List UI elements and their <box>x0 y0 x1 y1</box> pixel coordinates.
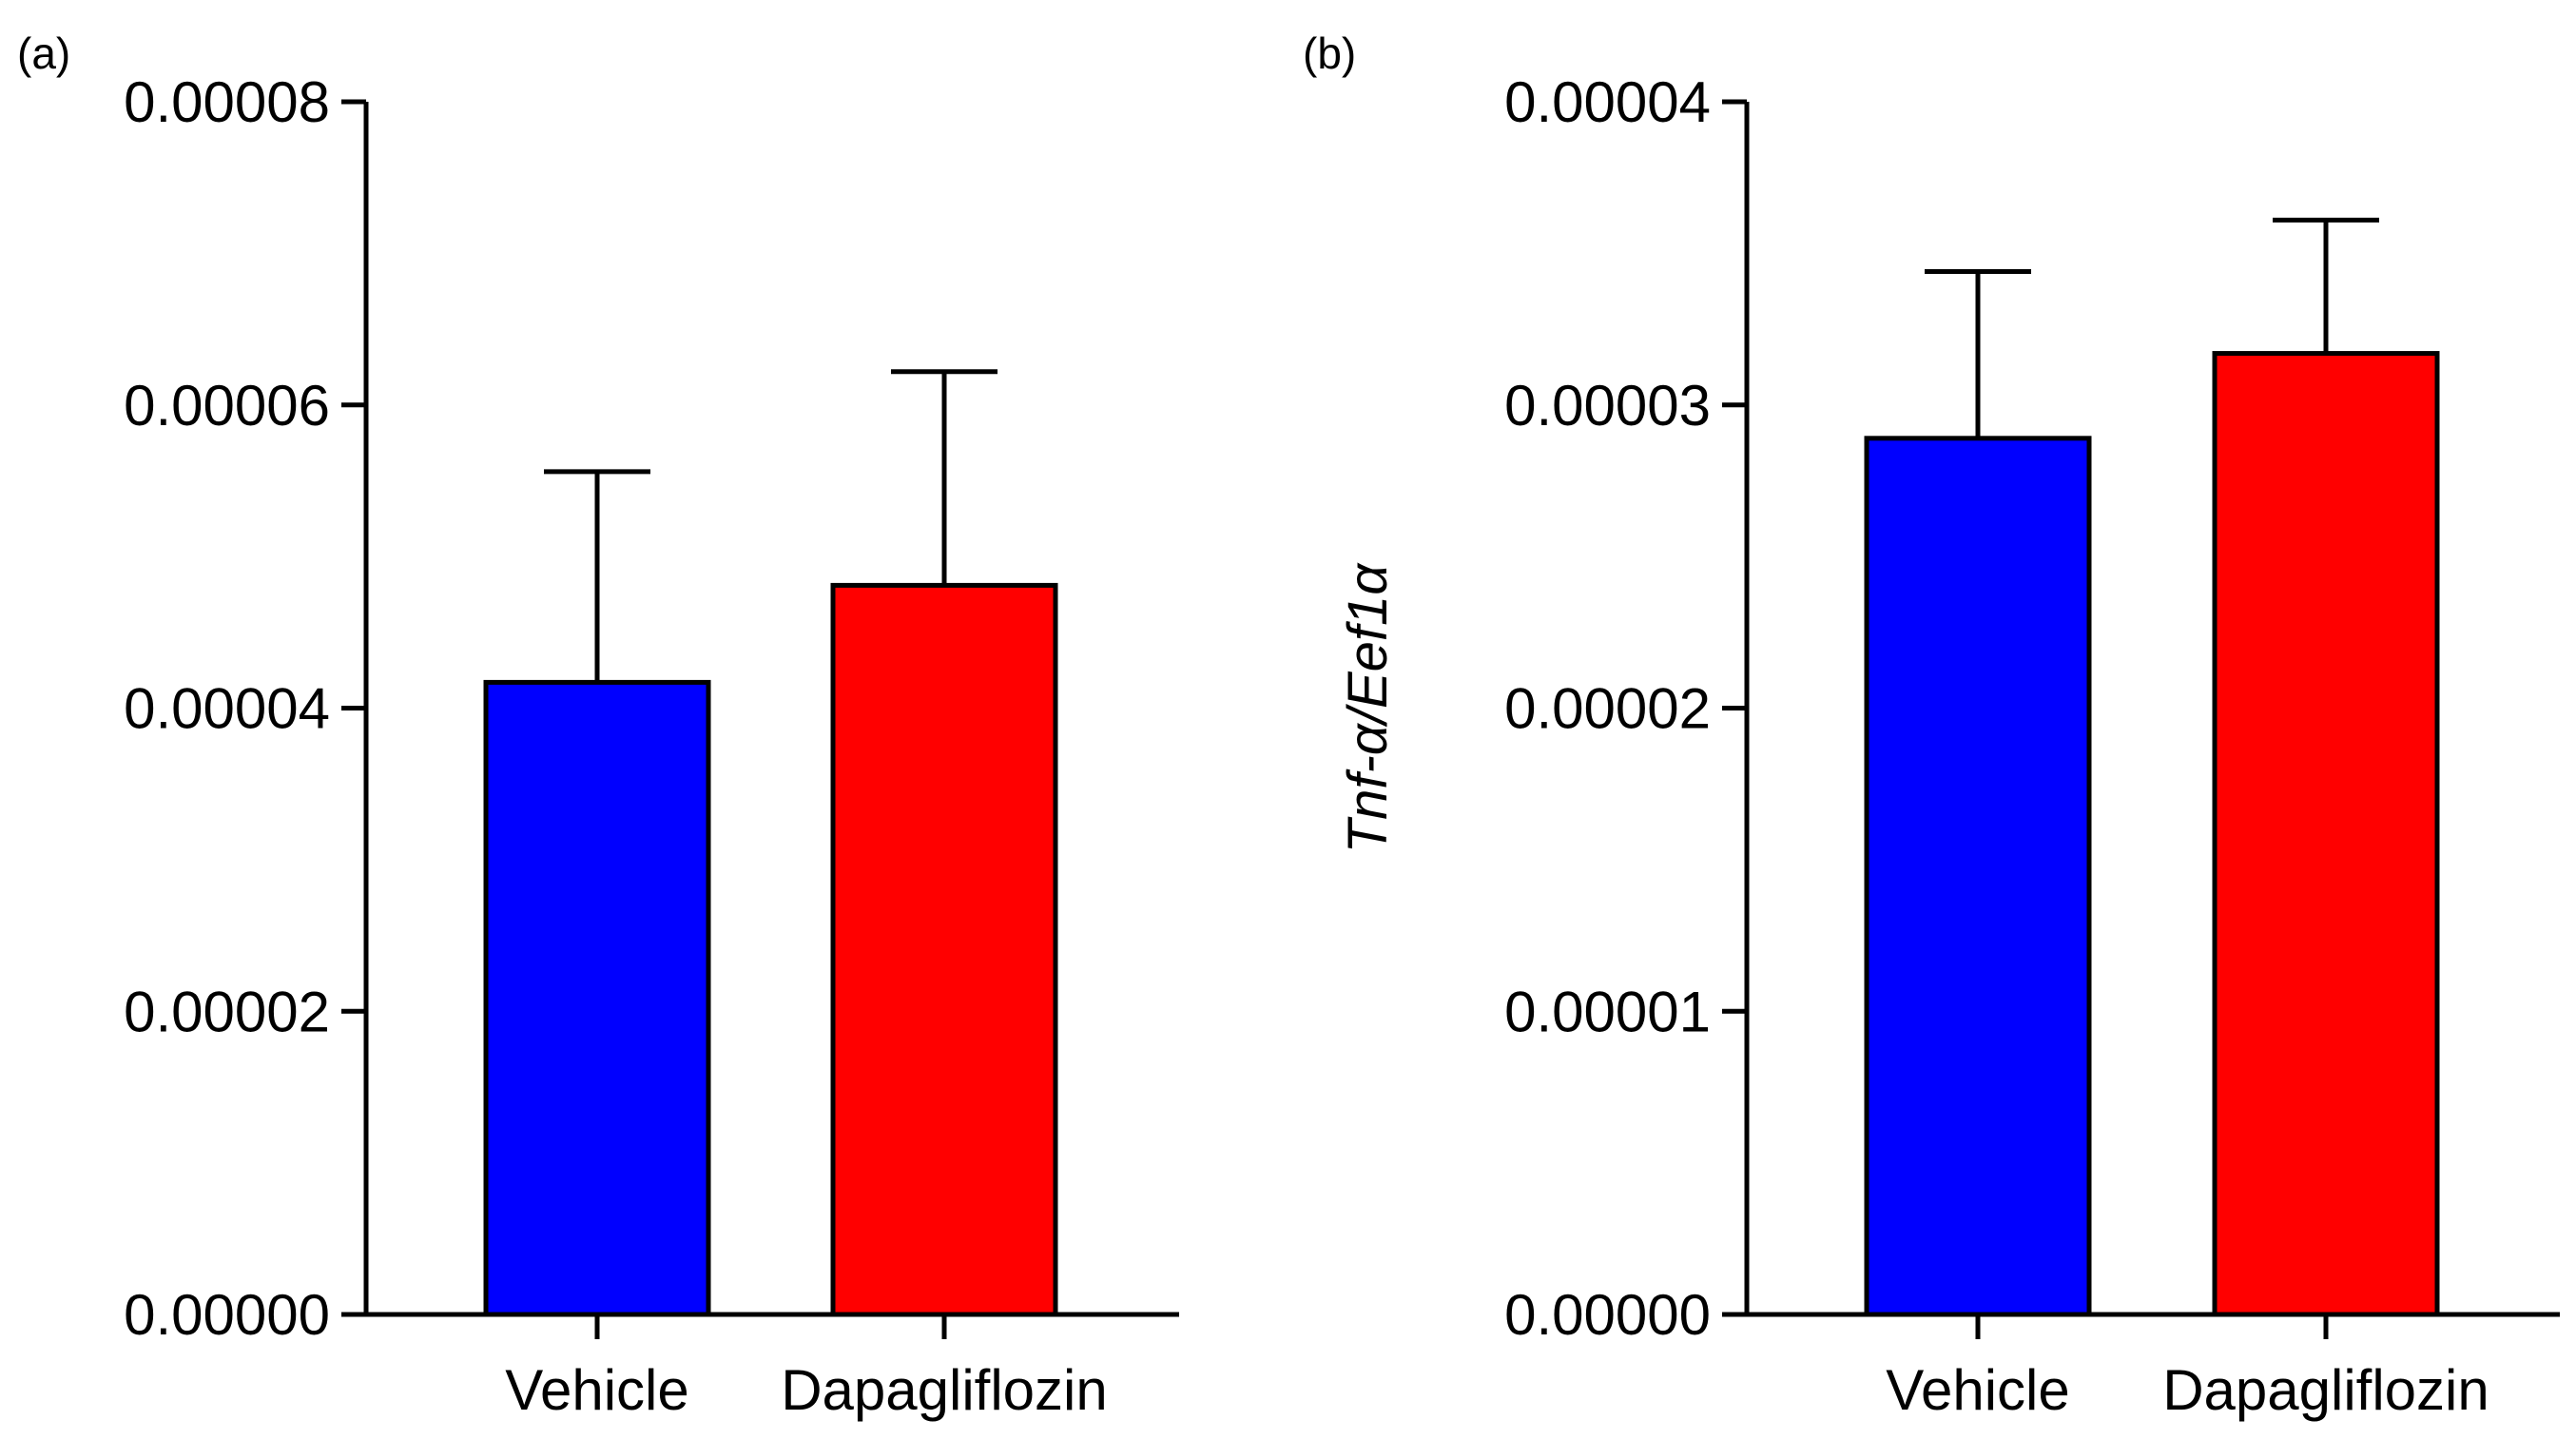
y-tick-label: 0.00004 <box>1504 70 1711 134</box>
bar-vehicle <box>1864 436 2092 1317</box>
bar-dapagliflozin <box>830 582 1058 1317</box>
panel-a-label: (a) <box>17 29 70 78</box>
x-tick-label: Vehicle <box>1886 1358 2069 1422</box>
bar-vehicle <box>483 679 711 1317</box>
y-tick-label: 0.00000 <box>124 1283 330 1347</box>
y-tick-label: 0.00002 <box>1504 677 1711 741</box>
panel-b-label: (b) <box>1303 29 1356 78</box>
bar-dapagliflozin <box>2212 351 2440 1317</box>
panel-a-bars <box>483 582 1058 1317</box>
panel-b-y-ticks: 0.00000 0.00001 0.00002 0.00003 0.00004 <box>1504 70 1747 1347</box>
panel-a: (a) 0.000000.000020.000040.000060.00008 … <box>17 29 1179 1422</box>
x-tick-label: Vehicle <box>505 1358 688 1422</box>
panel-b-x-ticks: Vehicle Dapagliflozin <box>1886 1314 2489 1422</box>
panel-b-y-axis-title: Tnf-α/Eef1α <box>1337 562 1399 854</box>
y-tick-label: 0.00006 <box>124 374 330 438</box>
panel-b-bars <box>1864 351 2440 1317</box>
y-tick-label: 0.00002 <box>124 980 330 1043</box>
y-tick-label: 0.00008 <box>124 70 330 134</box>
panel-a-error-bars <box>544 369 997 683</box>
panel-b: (b) Tnf-α/Eef1α 0.000000.000010.000020.0… <box>1303 29 2560 1422</box>
y-tick-label: 0.00003 <box>1504 374 1711 438</box>
panel-a-y-ticks: 0.00000 0.00002 0.00004 0.00006 0.00008 <box>124 70 366 1347</box>
y-tick-label: 0.00001 <box>1504 980 1711 1043</box>
x-tick-label: Dapagliflozin <box>2162 1358 2489 1422</box>
y-tick-label: 0.00004 <box>124 677 330 741</box>
panel-a-x-ticks: Vehicle Dapagliflozin <box>505 1314 1108 1422</box>
y-tick-label: 0.00000 <box>1504 1283 1711 1347</box>
x-tick-label: Dapagliflozin <box>781 1358 1108 1422</box>
panel-b-error-bars <box>1925 217 2379 438</box>
